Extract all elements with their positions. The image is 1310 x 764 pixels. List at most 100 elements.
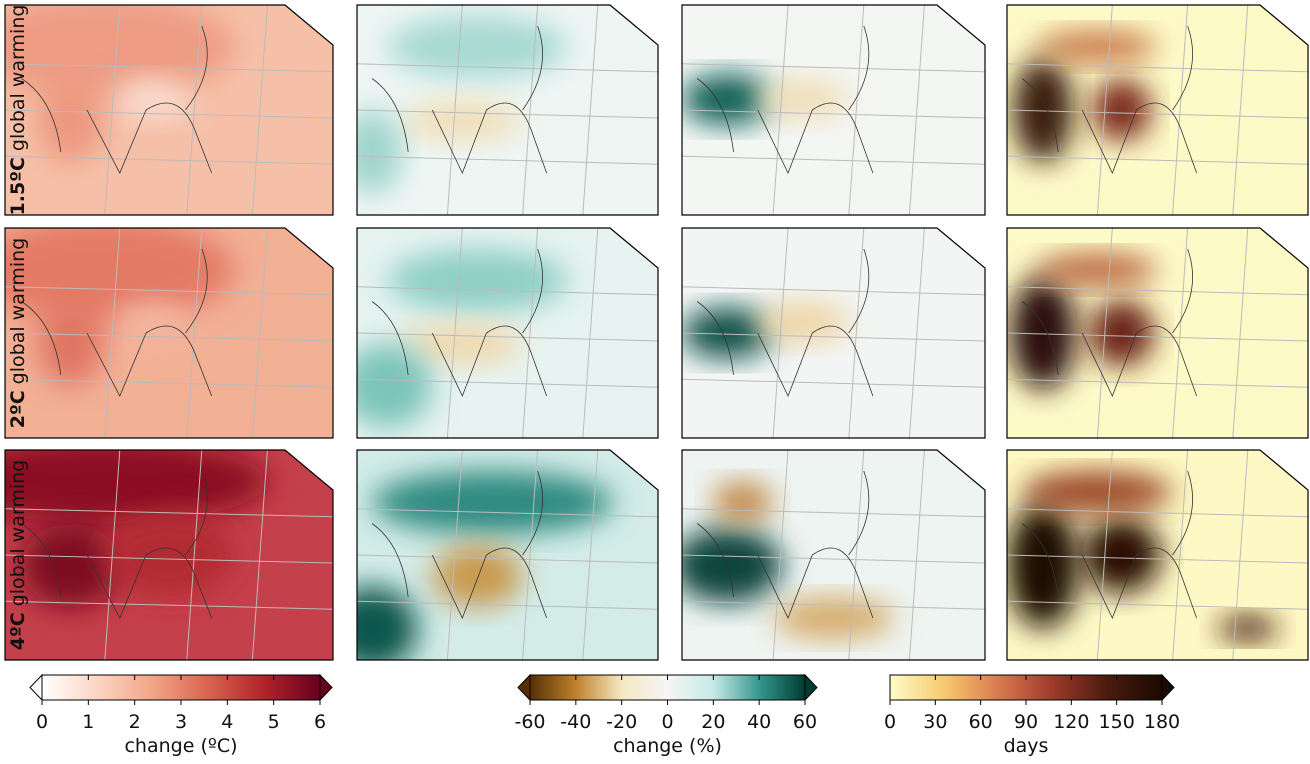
row-label-text: global warming (7, 238, 29, 385)
tick-label: 150 (1099, 711, 1135, 733)
tick-label: 180 (1144, 711, 1180, 733)
border (682, 286, 985, 296)
colorbar-extend-min (29, 673, 43, 702)
row-label-bold: 2ºC (7, 390, 29, 428)
border (5, 378, 333, 388)
tick-label: 0 (661, 711, 673, 733)
border (772, 5, 789, 215)
map-region (682, 307, 773, 359)
coastline (21, 25, 213, 174)
border (1007, 332, 1308, 342)
tick-label: 90 (1014, 711, 1038, 733)
map-region (37, 301, 104, 386)
border (251, 450, 268, 660)
border (5, 109, 333, 119)
panel-frame (4, 4, 334, 216)
map-panel (357, 228, 658, 438)
border (1007, 155, 1308, 165)
map-region (1088, 299, 1155, 367)
border (357, 378, 658, 388)
border (848, 228, 865, 438)
map-region (387, 249, 568, 312)
colorbar-extend-max (804, 673, 818, 702)
map-region (113, 78, 192, 121)
map-region (1217, 615, 1278, 642)
border (682, 155, 985, 165)
border (5, 286, 333, 296)
border (357, 508, 658, 518)
border (1007, 109, 1308, 119)
map-region (1037, 30, 1158, 64)
border (682, 554, 985, 564)
tick-label: 40 (747, 711, 771, 733)
border (682, 378, 985, 388)
border (1172, 450, 1189, 660)
border (682, 63, 985, 73)
border (186, 450, 203, 660)
tick-label: 0 (36, 711, 48, 733)
border (446, 5, 463, 215)
border (446, 228, 463, 438)
border (908, 228, 925, 438)
map-region (103, 513, 235, 597)
map-region (37, 78, 104, 163)
border (357, 332, 658, 342)
border (251, 5, 268, 215)
map-region (772, 597, 895, 639)
border (682, 109, 985, 119)
border (1096, 228, 1113, 438)
panel-frame (4, 227, 334, 439)
row-label: 1.5ºC global warming (7, 5, 29, 216)
border (1232, 228, 1249, 438)
tick-label: -20 (606, 711, 637, 733)
coastline (21, 470, 213, 619)
border (1232, 450, 1249, 660)
map-panel (1007, 228, 1308, 438)
tick-label: 2 (129, 711, 141, 733)
map-panel (5, 228, 333, 438)
border (582, 228, 599, 438)
border (1172, 5, 1189, 215)
border (522, 5, 539, 215)
map-region (21, 523, 120, 608)
coastline (371, 25, 548, 175)
tick-label: 0 (884, 711, 896, 733)
coastline (1021, 470, 1198, 620)
tick-label: 5 (268, 711, 280, 733)
border (5, 155, 333, 165)
border (357, 600, 658, 610)
map-region (5, 5, 235, 100)
border (186, 228, 203, 438)
border (5, 554, 333, 564)
tick-label: 60 (969, 711, 993, 733)
tick-label: 4 (221, 711, 233, 733)
border (104, 450, 121, 660)
panel-frame (1006, 4, 1309, 216)
border (682, 600, 985, 610)
map-region (1022, 471, 1173, 513)
border (772, 450, 789, 660)
tick-label: -40 (560, 711, 591, 733)
row-label-text: global warming (7, 460, 29, 607)
coastline (696, 25, 874, 175)
border (1007, 508, 1308, 518)
border (5, 508, 333, 518)
map-panel (357, 5, 658, 215)
colorbar-extend-max (1161, 673, 1175, 702)
coastline (696, 248, 874, 398)
border (357, 155, 658, 165)
map-region (357, 586, 418, 660)
row-label-text: global warming (7, 5, 29, 152)
border (522, 228, 539, 438)
map-panel (5, 5, 333, 215)
tick-label: 6 (314, 711, 326, 733)
border (1096, 450, 1113, 660)
border (848, 450, 865, 660)
coastline (696, 470, 874, 620)
map-panel (1007, 450, 1308, 660)
border (357, 554, 658, 564)
panel-frame (1006, 449, 1309, 661)
map-region (387, 15, 568, 79)
